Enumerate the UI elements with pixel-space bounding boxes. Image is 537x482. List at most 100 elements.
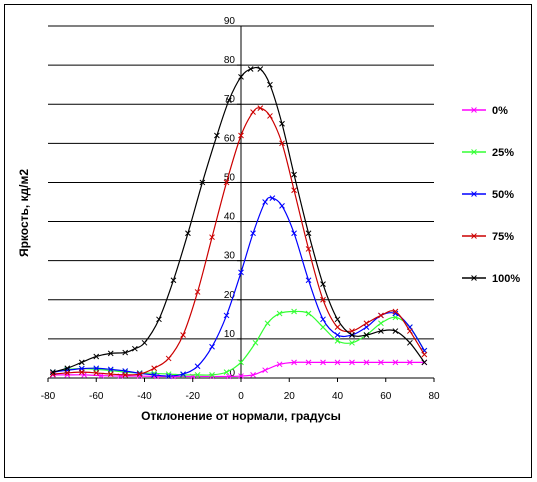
data-point [194, 363, 201, 370]
data-point [279, 140, 285, 147]
data-point [93, 370, 100, 376]
data-point [49, 371, 56, 377]
series-2 [49, 195, 428, 379]
data-point [93, 353, 100, 360]
x-axis-label: Отклонение от нормали, градусы [141, 409, 341, 423]
data-point [247, 66, 254, 72]
legend-entry: 100% [462, 273, 520, 285]
data-point [305, 310, 312, 317]
series-3 [49, 105, 428, 378]
data-point [107, 350, 114, 357]
x-tick-label: 20 [284, 391, 296, 402]
data-point [223, 179, 230, 186]
series-4 [49, 66, 428, 375]
data-point [305, 230, 312, 237]
x-tick-label: 60 [380, 391, 392, 402]
legend-entry: 75% [462, 231, 514, 243]
data-point [291, 187, 297, 194]
y-tick-label: 20 [224, 290, 236, 301]
data-point [238, 359, 244, 366]
x-tick-labels: -80 -60 -40 -20 0 20 40 60 80 [41, 391, 440, 402]
data-point [407, 328, 413, 334]
legend-marker [471, 107, 477, 113]
data-point [136, 371, 143, 377]
x-tick-label: 40 [332, 391, 344, 402]
data-point [320, 324, 326, 331]
y-tick-labels: 0102030405060708090 [224, 16, 236, 379]
data-point [199, 179, 206, 186]
x-tick-label: 0 [238, 391, 244, 402]
data-point [276, 361, 283, 368]
data-point [407, 359, 413, 366]
data-point [392, 359, 399, 366]
data-point [267, 81, 273, 88]
data-point [378, 312, 384, 319]
legend-label: 50% [492, 189, 514, 201]
data-point [180, 332, 186, 338]
legend: 0% 25% 50% 75% 100% [462, 105, 520, 285]
data-point [49, 369, 56, 375]
data-point [320, 296, 326, 303]
data-point [226, 373, 232, 380]
data-point [291, 359, 297, 366]
data-point [320, 316, 326, 323]
series-line [52, 107, 425, 376]
data-point [276, 310, 283, 317]
legend-label: 25% [492, 147, 514, 159]
data-point [392, 310, 399, 317]
series-1 [49, 308, 428, 378]
data-point [257, 66, 264, 72]
data-point [64, 370, 71, 376]
data-point [257, 105, 264, 111]
legend-entry: 0% [462, 105, 508, 117]
legend-entry: 25% [462, 147, 514, 159]
data-point [291, 230, 297, 237]
data-point [262, 199, 268, 205]
data-point [194, 289, 201, 295]
data-point [131, 345, 138, 352]
data-point [421, 359, 428, 366]
data-point [267, 113, 273, 119]
data-point [180, 371, 186, 377]
y-axis-label: Яркость, кд/м2 [17, 169, 31, 257]
y-tick-label: 0 [229, 368, 235, 379]
data-point [349, 359, 355, 366]
data-point [93, 365, 100, 372]
data-point [151, 372, 158, 378]
data-point [320, 281, 326, 287]
data-point [107, 366, 114, 373]
x-tick-label: 80 [428, 391, 440, 402]
y-tick-label: 10 [224, 329, 236, 340]
data-point [165, 355, 172, 362]
data-point [252, 339, 259, 346]
data-point [363, 332, 370, 338]
x-tick-label: -60 [89, 391, 104, 402]
data-point [226, 97, 232, 104]
data-point [209, 372, 215, 378]
data-point [238, 73, 244, 80]
data-point [392, 328, 399, 334]
data-point [334, 337, 341, 344]
data-point [363, 320, 370, 327]
data-point [78, 369, 85, 375]
data-point [363, 359, 370, 366]
legend-marker [471, 191, 477, 197]
y-tick-label: 50 [224, 172, 236, 183]
data-point [378, 359, 384, 366]
data-point [392, 308, 399, 315]
data-point [264, 320, 271, 327]
data-point [349, 332, 355, 338]
y-tick-label: 30 [224, 251, 236, 262]
data-point [305, 359, 312, 366]
data-point [151, 365, 158, 372]
data-point [238, 269, 244, 276]
data-point [279, 203, 285, 209]
data-point [122, 372, 129, 378]
axes [47, 25, 435, 382]
data-point [250, 109, 256, 115]
data-point [378, 328, 384, 334]
y-tick-label: 40 [224, 212, 236, 223]
x-tick-label: -80 [41, 391, 56, 402]
data-point [262, 367, 268, 374]
